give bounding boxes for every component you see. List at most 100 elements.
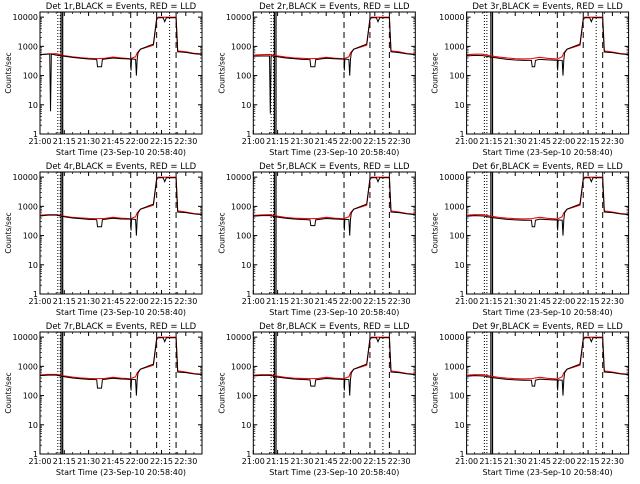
- y-tick-label: 10000: [226, 173, 251, 182]
- lld-series-line: [253, 336, 416, 380]
- detector-panel: Det 3r,BLACK = Events, RED = LLD Start Ti…: [431, 2, 630, 157]
- x-tick-label: 21:15: [479, 457, 502, 466]
- plot-frame: [39, 11, 203, 135]
- detector-panel: Det 8r,BLACK = Events, RED = LLD Start Ti…: [217, 322, 416, 477]
- y-tick-label: 10: [241, 261, 251, 270]
- y-tick-label: 10: [28, 421, 38, 430]
- x-tick-label: 21:15: [266, 457, 289, 466]
- x-tick-label: 21:45: [315, 457, 338, 466]
- y-axis-label: Counts/sec: [217, 52, 226, 93]
- x-tick-label: 22:00: [339, 297, 362, 306]
- y-tick-label: 1000: [18, 42, 38, 51]
- y-axis-label: Counts/sec: [217, 212, 226, 253]
- x-tick-label: 21:30: [77, 137, 100, 146]
- x-tick-label: 21:45: [315, 297, 338, 306]
- events-series-line: [466, 17, 629, 76]
- x-tick-label: 21:45: [528, 297, 551, 306]
- x-tick-label: 21:45: [101, 137, 124, 146]
- y-tick-label: 1: [460, 290, 465, 299]
- x-tick-label: 21:30: [290, 457, 313, 466]
- plot-frame: [466, 171, 630, 295]
- x-tick-label: 21:00: [28, 297, 51, 306]
- y-tick-label: 1000: [18, 202, 38, 211]
- detector-panel: Det 2r,BLACK = Events, RED = LLD Start Ti…: [217, 2, 416, 157]
- y-tick-label: 10000: [13, 13, 38, 22]
- x-axis-label: Start Time (23-Sep-10 20:58:40): [56, 308, 186, 317]
- y-axis-label: Counts/sec: [4, 372, 13, 413]
- y-tick-label: 1: [246, 130, 251, 139]
- x-axis-label: Start Time (23-Sep-10 20:58:40): [483, 308, 613, 317]
- x-tick-label: 21:00: [242, 137, 265, 146]
- events-series-line: [253, 337, 416, 396]
- y-tick-label: 10: [454, 101, 464, 110]
- x-axis-label: Start Time (23-Sep-10 20:58:40): [483, 148, 613, 157]
- y-tick-label: 100: [449, 392, 464, 401]
- panel-title: Det 2r,BLACK = Events, RED = LLD: [259, 2, 410, 12]
- plot-frame: [252, 11, 416, 135]
- x-tick-label: 22:30: [174, 137, 197, 146]
- x-tick-label: 22:15: [150, 457, 173, 466]
- x-tick-label: 22:30: [388, 137, 411, 146]
- y-tick-label: 1: [246, 450, 251, 459]
- y-tick-label: 100: [236, 72, 251, 81]
- x-tick-label: 21:30: [77, 297, 100, 306]
- plot-frame: [252, 331, 416, 455]
- x-tick-label: 22:00: [552, 297, 575, 306]
- events-series-line: [39, 17, 203, 112]
- x-tick-label: 21:15: [266, 297, 289, 306]
- y-axis-label: Counts/sec: [431, 212, 440, 253]
- x-tick-label: 21:15: [479, 297, 502, 306]
- lld-series-line: [466, 16, 629, 60]
- x-tick-label: 21:00: [28, 457, 51, 466]
- x-tick-label: 21:30: [290, 297, 313, 306]
- x-tick-label: 22:15: [150, 297, 173, 306]
- y-tick-label: 100: [23, 232, 38, 241]
- y-tick-label: 1000: [444, 362, 464, 371]
- plot-frame: [466, 11, 630, 135]
- x-tick-label: 22:30: [388, 297, 411, 306]
- lld-series-line: [253, 16, 416, 60]
- x-tick-label: 22:15: [363, 457, 386, 466]
- x-tick-label: 21:45: [101, 297, 124, 306]
- y-tick-label: 10000: [13, 333, 38, 342]
- y-axis-label: Counts/sec: [217, 372, 226, 413]
- detector-panel: Det 9r,BLACK = Events, RED = LLD Start Ti…: [431, 322, 630, 477]
- lld-series-line: [466, 336, 629, 380]
- x-tick-label: 22:00: [126, 297, 149, 306]
- y-tick-label: 10000: [439, 173, 464, 182]
- x-tick-label: 21:00: [28, 137, 51, 146]
- events-series-line: [466, 177, 629, 236]
- y-axis-label: Counts/sec: [4, 212, 13, 253]
- panel-title: Det 4r,BLACK = Events, RED = LLD: [46, 162, 197, 172]
- x-tick-label: 21:45: [101, 457, 124, 466]
- detector-panel: Det 5r,BLACK = Events, RED = LLD Start Ti…: [217, 162, 416, 317]
- x-tick-label: 21:00: [455, 297, 478, 306]
- y-tick-label: 1: [33, 290, 38, 299]
- y-tick-label: 100: [449, 72, 464, 81]
- y-tick-label: 10: [454, 261, 464, 270]
- lld-series-line: [39, 16, 203, 60]
- y-axis-label: Counts/sec: [431, 372, 440, 413]
- panel-title: Det 7r,BLACK = Events, RED = LLD: [46, 322, 197, 332]
- x-tick-label: 22:30: [174, 297, 197, 306]
- y-axis-label: Counts/sec: [4, 52, 13, 93]
- detector-panel: Det 7r,BLACK = Events, RED = LLD Start Ti…: [4, 322, 203, 477]
- x-tick-label: 22:00: [126, 137, 149, 146]
- x-tick-label: 21:15: [53, 297, 76, 306]
- x-tick-label: 21:30: [504, 297, 527, 306]
- x-tick-label: 22:15: [150, 137, 173, 146]
- x-tick-label: 22:15: [363, 297, 386, 306]
- plot-frame: [466, 331, 630, 455]
- x-tick-label: 21:30: [504, 457, 527, 466]
- y-tick-label: 1000: [444, 202, 464, 211]
- panel-title: Det 3r,BLACK = Events, RED = LLD: [472, 2, 623, 12]
- x-tick-label: 21:15: [53, 457, 76, 466]
- y-axis-label: Counts/sec: [431, 52, 440, 93]
- x-tick-label: 22:30: [601, 297, 624, 306]
- events-series-line: [253, 17, 416, 114]
- y-tick-label: 10000: [13, 173, 38, 182]
- y-tick-label: 1000: [18, 362, 38, 371]
- y-tick-label: 10000: [226, 13, 251, 22]
- events-series-line: [466, 337, 629, 396]
